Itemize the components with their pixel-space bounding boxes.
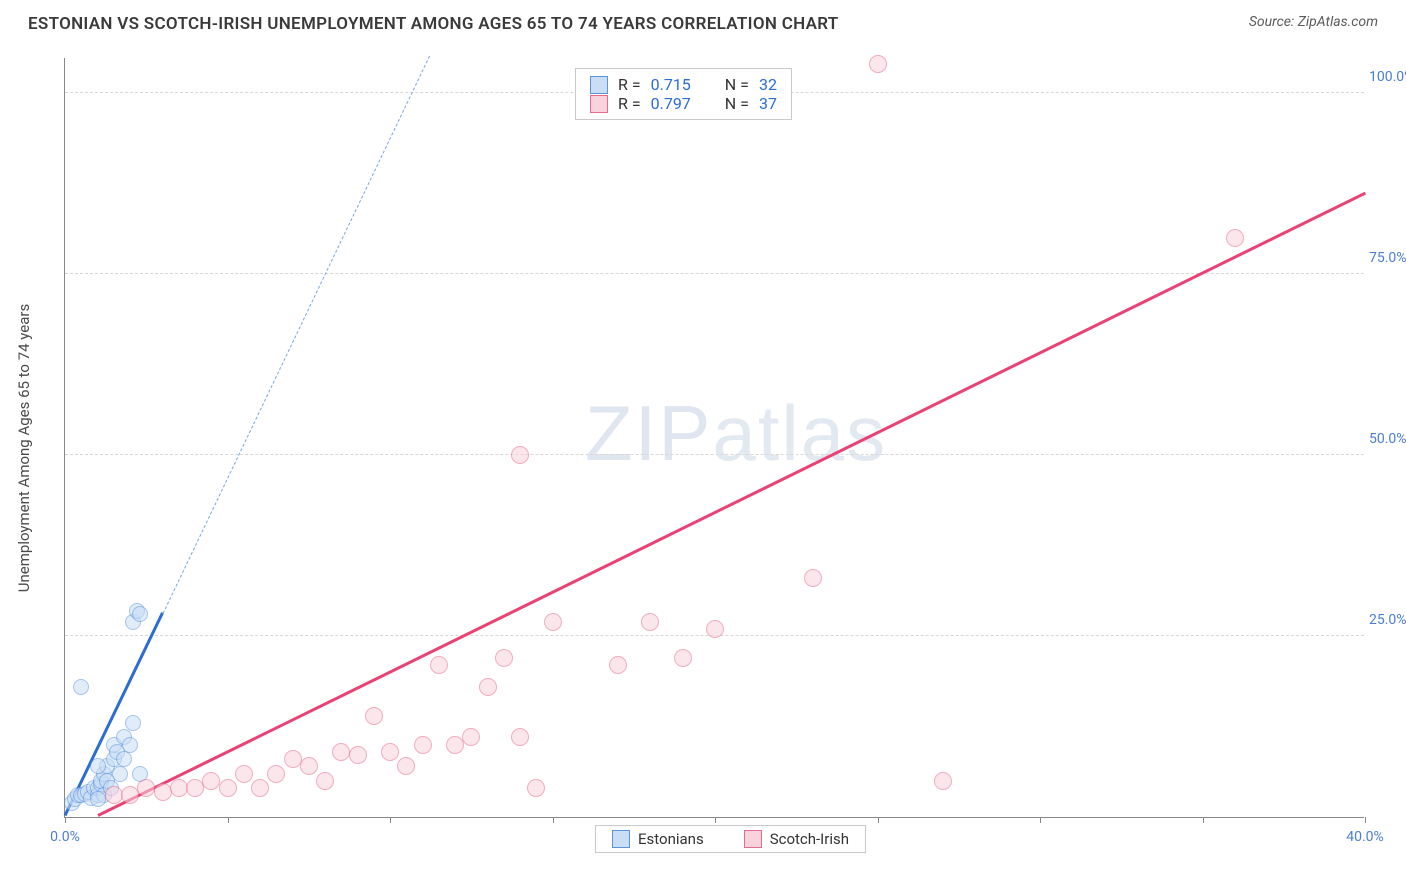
gridline — [65, 273, 1364, 274]
data-point — [706, 620, 724, 638]
data-point — [544, 613, 562, 631]
stat-n-value: 37 — [759, 94, 777, 113]
watermark: ZIPatlas — [585, 388, 887, 479]
data-point — [934, 772, 952, 790]
data-point — [349, 746, 367, 764]
x-tick — [228, 817, 229, 823]
data-point — [365, 707, 383, 725]
source-prefix: Source: — [1249, 14, 1298, 30]
data-point — [125, 715, 141, 731]
data-point — [112, 766, 128, 782]
series-swatch — [590, 76, 608, 94]
data-point — [430, 656, 448, 674]
data-point — [446, 736, 464, 754]
chart-title: ESTONIAN VS SCOTCH-IRISH UNEMPLOYMENT AM… — [28, 14, 839, 34]
x-tick — [1040, 817, 1041, 823]
data-point — [804, 569, 822, 587]
x-tick — [390, 817, 391, 823]
x-tick — [715, 817, 716, 823]
data-point — [397, 757, 415, 775]
data-point — [414, 736, 432, 754]
data-point — [527, 779, 545, 797]
data-point — [479, 678, 497, 696]
series-swatch — [590, 95, 608, 113]
x-tick-label: 0.0% — [50, 829, 80, 845]
data-point — [122, 737, 138, 753]
data-point — [137, 779, 155, 797]
data-point — [90, 791, 106, 807]
data-point — [235, 765, 253, 783]
y-tick-label: 25.0% — [1369, 612, 1406, 628]
stat-r-label: R = — [618, 75, 641, 94]
data-point — [1226, 229, 1244, 247]
source-name: ZipAtlas.com — [1298, 14, 1378, 30]
stat-n-value: 32 — [759, 75, 777, 94]
data-point — [462, 728, 480, 746]
stat-n-label: N = — [725, 94, 749, 113]
legend-label: Scotch-Irish — [770, 830, 849, 848]
chart-container: Unemployment Among Ages 65 to 74 years Z… — [34, 48, 1384, 848]
data-point — [511, 728, 529, 746]
x-tick — [553, 817, 554, 823]
data-point — [381, 743, 399, 761]
data-point — [511, 446, 529, 464]
legend-item: Scotch-Irish — [744, 830, 849, 848]
x-tick — [878, 817, 879, 823]
y-tick-label: 50.0% — [1369, 431, 1406, 447]
stat-n-label: N = — [725, 75, 749, 94]
data-point — [641, 613, 659, 631]
x-tick — [65, 817, 66, 823]
x-tick-label: 40.0% — [1346, 829, 1384, 845]
trend-line — [97, 192, 1366, 817]
stats-row: R = 0.715 N = 32 — [590, 75, 777, 94]
y-axis-label: Unemployment Among Ages 65 to 74 years — [15, 304, 33, 592]
series-swatch — [744, 830, 762, 848]
data-point — [73, 679, 89, 695]
data-point — [674, 649, 692, 667]
data-point — [251, 779, 269, 797]
source-attribution: Source: ZipAtlas.com — [1249, 14, 1378, 30]
legend-label: Estonians — [638, 830, 704, 848]
series-legend: Estonians Scotch-Irish — [595, 825, 866, 853]
series-swatch — [612, 830, 630, 848]
stat-r-value: 0.715 — [651, 75, 691, 94]
data-point — [495, 649, 513, 667]
data-point — [121, 786, 139, 804]
data-point — [869, 55, 887, 73]
data-point — [332, 743, 350, 761]
stat-r-label: R = — [618, 94, 641, 113]
data-point — [300, 757, 318, 775]
data-point — [132, 606, 148, 622]
trend-line-dash — [162, 56, 429, 614]
data-point — [219, 779, 237, 797]
legend-item: Estonians — [612, 830, 704, 848]
data-point — [609, 656, 627, 674]
x-tick — [1365, 817, 1366, 823]
data-point — [186, 779, 204, 797]
x-tick — [1203, 817, 1204, 823]
stats-row: R = 0.797 N = 37 — [590, 94, 777, 113]
stat-r-value: 0.797 — [651, 94, 691, 113]
data-point — [316, 772, 334, 790]
data-point — [90, 758, 106, 774]
stats-legend: R = 0.715 N = 32 R = 0.797 N = 37 — [575, 68, 792, 120]
gridline — [65, 454, 1364, 455]
y-tick-label: 100.0% — [1369, 69, 1406, 85]
data-point — [267, 765, 285, 783]
y-tick-label: 75.0% — [1369, 250, 1406, 266]
plot-area: ZIPatlas 25.0%50.0%75.0%100.0%0.0%40.0%R… — [64, 58, 1364, 818]
data-point — [116, 751, 132, 767]
data-point — [154, 783, 172, 801]
